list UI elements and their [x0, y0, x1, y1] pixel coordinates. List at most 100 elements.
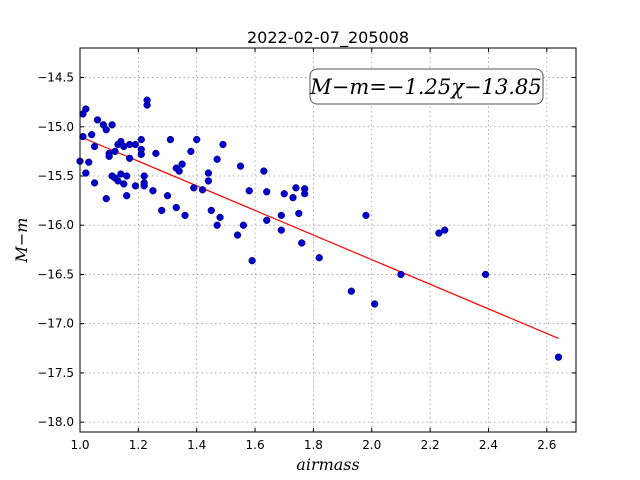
fit-line [79, 136, 559, 340]
y-tick-label: −16.0 [37, 218, 74, 232]
data-point [198, 186, 207, 194]
data-point [82, 169, 90, 177]
axis-ticks [79, 48, 576, 432]
data-point [193, 135, 201, 144]
data-point [125, 154, 134, 162]
x-tick-label: 2.0 [362, 438, 381, 452]
data-point [178, 160, 186, 168]
data-point [85, 158, 93, 166]
data-point [441, 226, 449, 234]
data-point [260, 167, 268, 175]
data-point [131, 182, 140, 190]
data-point [93, 116, 102, 124]
data-point [131, 140, 140, 149]
data-point [554, 353, 563, 361]
data-point [190, 184, 198, 192]
data-point [137, 150, 145, 158]
chart-title: 2022-02-07_205008 [247, 28, 409, 48]
fit-equation-text: M−m=−1.25χ−13.85 [309, 75, 541, 99]
y-tick-label: −17.0 [37, 317, 74, 331]
data-point [143, 101, 151, 109]
data-point [152, 149, 160, 158]
data-point [289, 194, 297, 202]
y-axis-label: M−m [12, 218, 31, 264]
data-point [105, 152, 113, 160]
data-point [301, 190, 309, 198]
y-tick-label: −15.5 [37, 169, 74, 183]
data-point [187, 147, 195, 156]
data-point [233, 231, 242, 239]
data-point [120, 180, 128, 188]
x-tick-label: 1.6 [246, 438, 265, 452]
data-point [298, 239, 306, 247]
data-point [481, 270, 490, 279]
x-tick-labels: 1.0 1.2 1.4 1.6 1.8 2.0 2.2 2.4 2.6 [70, 438, 556, 452]
data-point [362, 211, 370, 220]
data-point [111, 147, 119, 156]
data-point [166, 135, 175, 144]
data-point [149, 187, 157, 195]
data-point [239, 221, 248, 229]
data-point [163, 192, 172, 200]
data-point [213, 155, 221, 163]
data-point [315, 254, 323, 262]
plot-frame [79, 47, 577, 433]
data-point [263, 188, 271, 196]
y-tick-label: −18.0 [37, 415, 74, 429]
x-tick-label: 1.2 [129, 438, 148, 452]
y-tick-label: −15.0 [37, 120, 74, 134]
data-point [123, 192, 131, 200]
data-point [435, 229, 443, 237]
data-point [90, 179, 99, 187]
data-point [108, 121, 116, 129]
data-point [216, 213, 224, 222]
y-tick-label: −17.5 [37, 366, 74, 380]
y-tick-labels: −14.5 −15.0 −15.5 −16.0 −16.5 −17.0 −17.5 −18.0 [37, 71, 74, 430]
data-point [140, 172, 148, 180]
data-point [245, 187, 253, 195]
data-point [371, 300, 379, 308]
data-point [236, 162, 245, 170]
data-point [277, 226, 285, 234]
x-tick-label: 1.0 [70, 438, 89, 452]
plot-background [80, 48, 576, 432]
data-point [137, 135, 145, 144]
data-point [88, 130, 96, 139]
data-point [347, 287, 355, 295]
data-point [213, 221, 221, 229]
data-point [280, 190, 288, 198]
data-point [292, 184, 300, 192]
x-tick-label: 2.6 [537, 438, 556, 452]
data-points [76, 96, 563, 361]
data-point [397, 270, 405, 279]
data-point [248, 257, 256, 265]
data-point [114, 177, 122, 185]
data-point [158, 206, 166, 215]
data-point [207, 206, 215, 215]
x-tick-label: 2.2 [421, 438, 440, 452]
fit-equation-annotation: M−m=−1.25χ−13.85 [309, 68, 544, 105]
data-point [79, 132, 87, 141]
data-point [277, 211, 285, 220]
fit-line-layer [79, 136, 559, 340]
data-point [204, 177, 213, 185]
data-point [102, 126, 110, 134]
x-tick-label: 1.8 [304, 438, 323, 452]
x-tick-label: 1.4 [187, 438, 206, 452]
data-point [102, 194, 110, 203]
x-tick-label: 2.4 [479, 438, 498, 452]
data-point [175, 167, 183, 175]
data-point [140, 182, 148, 190]
fit-equation-box [309, 68, 544, 105]
data-point [263, 216, 271, 224]
y-tick-label: −16.5 [37, 267, 74, 281]
x-axis-label: airmass [296, 455, 359, 474]
data-point [204, 169, 213, 177]
data-point [172, 203, 180, 212]
y-tick-label: −14.5 [37, 71, 74, 85]
data-point [181, 211, 189, 220]
data-point [123, 172, 131, 180]
data-point [219, 140, 227, 149]
data-point [90, 142, 99, 151]
